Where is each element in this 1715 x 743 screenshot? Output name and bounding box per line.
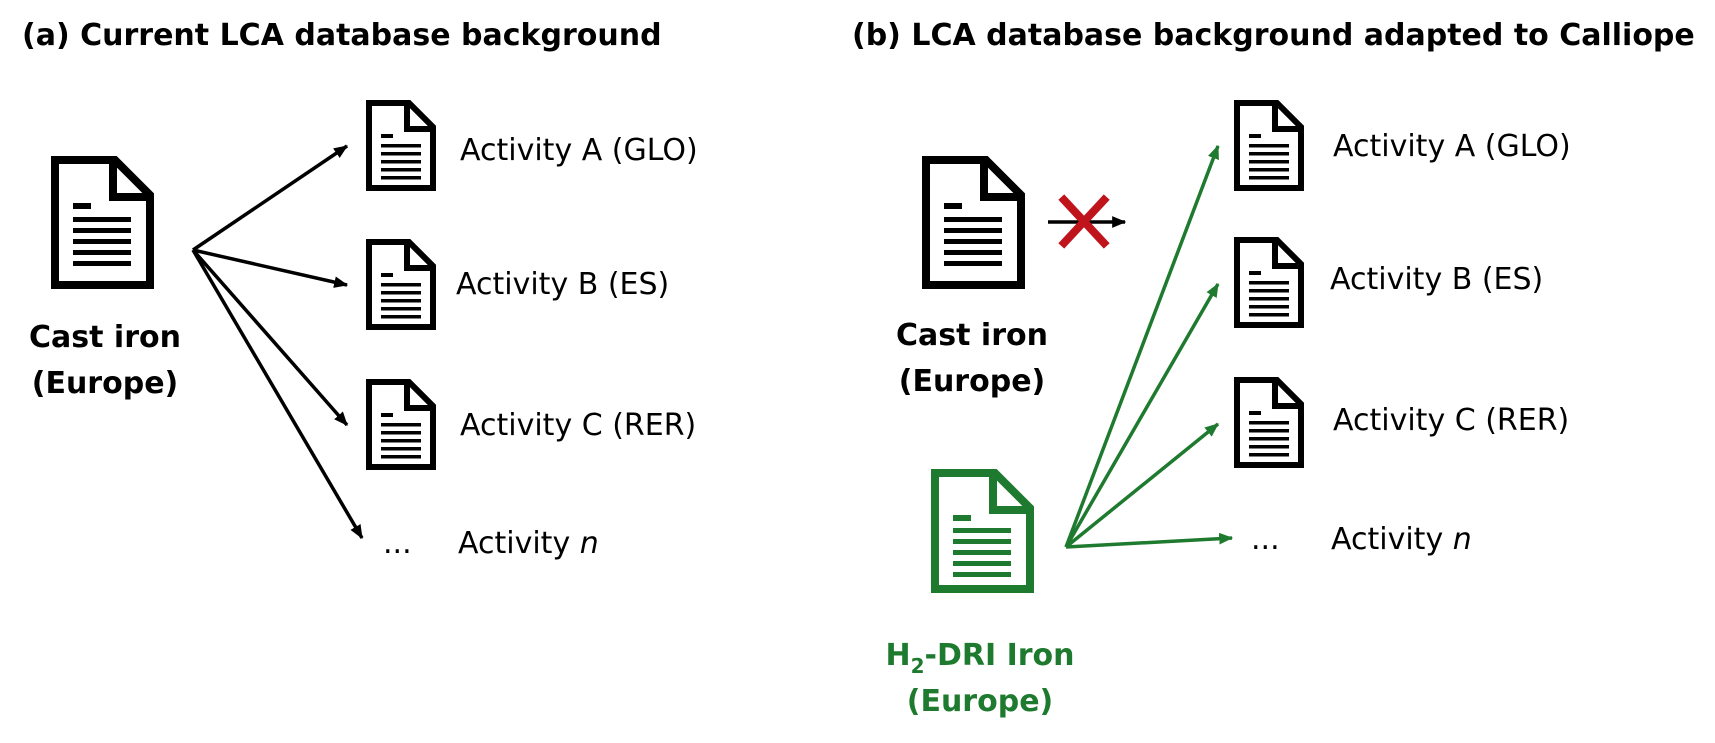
panel-b-new-source-icon bbox=[935, 473, 1030, 589]
panel-b-source-icon bbox=[926, 160, 1021, 285]
panel-b-activity-c-icon bbox=[1237, 380, 1301, 465]
panel-b-activity-c-label: Activity C (RER) bbox=[1333, 403, 1569, 438]
panel-b-new-source-label-line1: H2-DRI Iron bbox=[885, 638, 1074, 678]
panel-a-source-label-line1: Cast iron bbox=[29, 320, 181, 355]
panel-b-activity-a-label: Activity A (GLO) bbox=[1333, 129, 1571, 164]
arrow-to-activity-b bbox=[193, 250, 347, 285]
panel-b: (b) LCA database background adapted to C… bbox=[852, 18, 1695, 719]
panel-b-activity-b-label: Activity B (ES) bbox=[1330, 262, 1543, 297]
panel-a: (a) Current LCA database background Cast… bbox=[22, 18, 698, 561]
panel-a-activity-a-label: Activity A (GLO) bbox=[460, 133, 698, 168]
panel-b-arrows bbox=[1066, 146, 1232, 547]
panel-b-new-source-label-line2: (Europe) bbox=[907, 684, 1054, 719]
panel-a-activity-b-icon bbox=[369, 242, 433, 327]
green-arrow-to-activity-n bbox=[1066, 538, 1232, 547]
panel-b-title: (b) LCA database background adapted to C… bbox=[852, 18, 1695, 53]
panel-a-activity-b-label: Activity B (ES) bbox=[456, 267, 669, 302]
panel-a-activity-n-label: Activity n bbox=[458, 526, 599, 561]
panel-a-activity-c-label: Activity C (RER) bbox=[460, 408, 696, 443]
arrow-to-activity-c bbox=[193, 250, 347, 425]
panel-a-activity-a-icon bbox=[369, 103, 433, 188]
panel-a-title: (a) Current LCA database background bbox=[22, 18, 662, 53]
panel-b-activity-a-icon bbox=[1237, 103, 1301, 188]
panel-b-ellipsis: ... bbox=[1251, 522, 1280, 557]
panel-a-activity-c-icon bbox=[369, 382, 433, 467]
panel-b-activity-n-label: Activity n bbox=[1331, 522, 1472, 557]
arrow-to-activity-n bbox=[193, 250, 362, 538]
panel-a-source-icon bbox=[55, 160, 150, 285]
panel-a-ellipsis: ... bbox=[383, 526, 412, 561]
panel-a-arrows bbox=[193, 146, 362, 538]
panel-b-source-label-line1: Cast iron bbox=[896, 318, 1048, 353]
panel-b-source-label-line2: (Europe) bbox=[899, 364, 1046, 399]
panel-b-activity-b-icon bbox=[1237, 240, 1301, 325]
green-arrow-to-activity-b bbox=[1066, 284, 1218, 547]
panel-a-source-label-line2: (Europe) bbox=[32, 366, 179, 401]
arrow-to-activity-a bbox=[193, 146, 347, 250]
